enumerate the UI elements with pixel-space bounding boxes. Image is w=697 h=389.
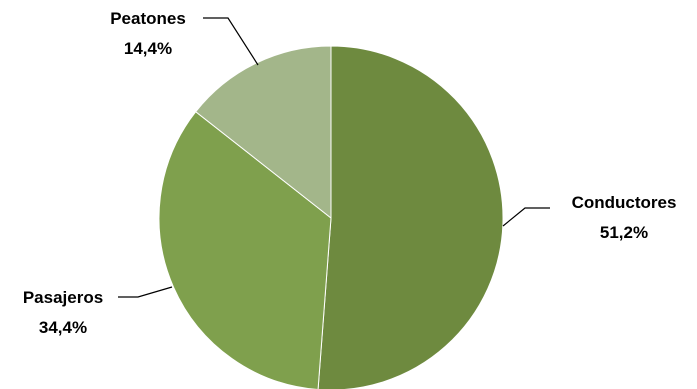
- slice-label-conductores: Conductores: [572, 193, 677, 212]
- slice-value-peatones: 14,4%: [124, 39, 172, 58]
- slice-label-peatones: Peatones: [110, 9, 186, 28]
- leader-line-pasajeros: [118, 286, 173, 298]
- slice-value-conductores: 51,2%: [600, 223, 648, 242]
- slice-label-pasajeros: Pasajeros: [23, 288, 103, 307]
- pie-slice-pasajeros: [158, 111, 332, 389]
- leader-line-conductores: [502, 207, 550, 227]
- pie-slices: [158, 45, 504, 389]
- pie-slice-peatones: [195, 45, 332, 220]
- leader-line-peatones: [203, 17, 259, 66]
- pie-slice-conductores: [317, 45, 504, 389]
- slice-value-pasajeros: 34,4%: [39, 318, 87, 337]
